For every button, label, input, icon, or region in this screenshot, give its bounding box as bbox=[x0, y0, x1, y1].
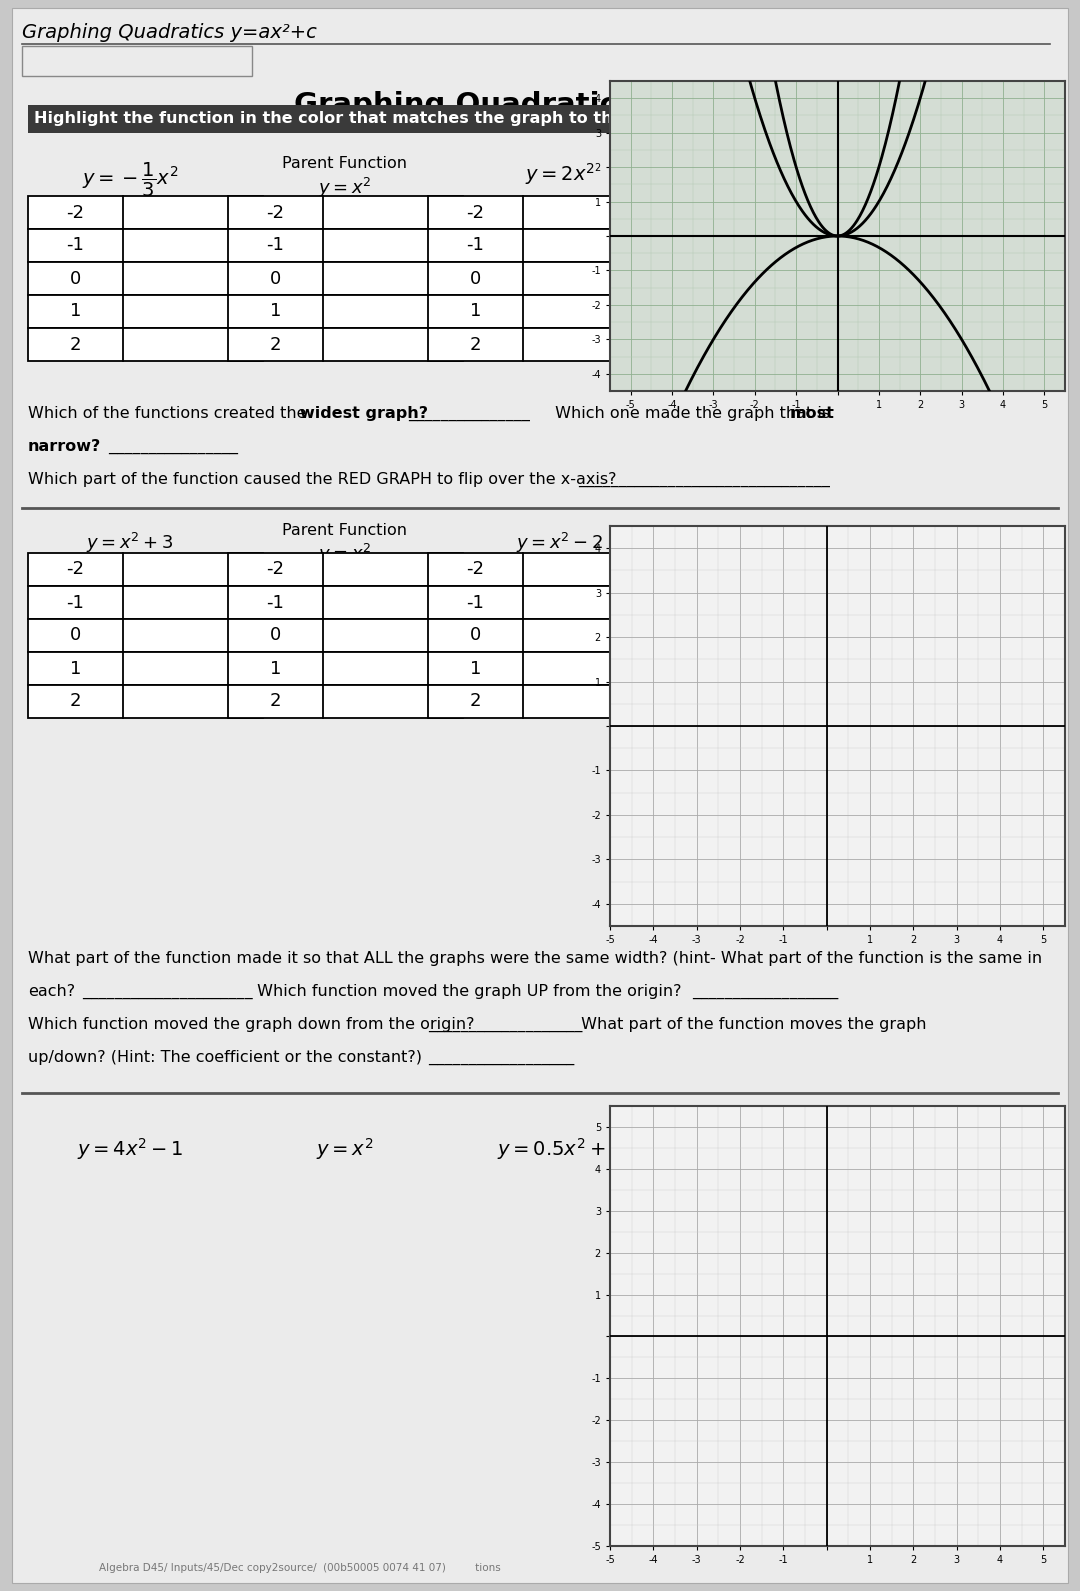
Bar bbox=[28, 294, 264, 328]
Text: Parent Function: Parent Function bbox=[283, 156, 407, 170]
Bar bbox=[22, 46, 252, 76]
Text: 0: 0 bbox=[70, 627, 81, 644]
Text: -1: -1 bbox=[67, 237, 84, 255]
Bar bbox=[228, 294, 463, 328]
Bar bbox=[28, 105, 728, 134]
Bar bbox=[228, 585, 463, 619]
Bar bbox=[28, 263, 264, 294]
Text: $y = x^2$: $y = x^2$ bbox=[319, 177, 372, 200]
Text: 1: 1 bbox=[70, 302, 81, 320]
Text: 1: 1 bbox=[270, 660, 281, 678]
Bar bbox=[28, 619, 264, 652]
Text: 1: 1 bbox=[270, 302, 281, 320]
Text: 2: 2 bbox=[70, 336, 81, 353]
Text: 1: 1 bbox=[470, 302, 482, 320]
Text: -1: -1 bbox=[67, 593, 84, 611]
Text: Which function moved the graph UP from the origin?: Which function moved the graph UP from t… bbox=[252, 983, 681, 999]
Text: __________________: __________________ bbox=[428, 1050, 575, 1064]
Text: 0: 0 bbox=[70, 269, 81, 288]
Text: Highlight the function in the color that matches the graph to the right.: Highlight the function in the color that… bbox=[33, 111, 679, 127]
Text: _______________________________: _______________________________ bbox=[578, 473, 829, 487]
Text: -2: -2 bbox=[267, 560, 284, 579]
Text: 0: 0 bbox=[470, 627, 481, 644]
Text: Which function moved the graph down from the origin?: Which function moved the graph down from… bbox=[28, 1017, 474, 1033]
Text: $y = 2x^2$: $y = 2x^2$ bbox=[525, 161, 595, 186]
Text: -1: -1 bbox=[467, 593, 485, 611]
Bar bbox=[228, 686, 463, 718]
Text: ___________________: ___________________ bbox=[428, 1017, 582, 1033]
Bar bbox=[28, 229, 264, 263]
Text: Which of the functions created the: Which of the functions created the bbox=[28, 406, 312, 422]
Text: _______________: _______________ bbox=[408, 406, 530, 422]
Text: 1: 1 bbox=[70, 660, 81, 678]
Text: 0: 0 bbox=[270, 627, 281, 644]
Text: $y = x^2 - 2$: $y = x^2 - 2$ bbox=[516, 531, 604, 555]
Text: -2: -2 bbox=[67, 204, 84, 221]
Text: up/down? (Hint: The coefficient or the constant?): up/down? (Hint: The coefficient or the c… bbox=[28, 1050, 422, 1064]
Bar bbox=[428, 554, 663, 585]
Bar bbox=[428, 585, 663, 619]
Text: What part of the function moves the graph: What part of the function moves the grap… bbox=[576, 1017, 927, 1033]
Text: What part of the function made it so that ALL the graphs were the same width? (h: What part of the function made it so tha… bbox=[28, 951, 1042, 966]
Text: ________________: ________________ bbox=[108, 439, 238, 453]
Bar bbox=[228, 229, 463, 263]
Text: $y = 0.5x^2 + 3$: $y = 0.5x^2 + 3$ bbox=[497, 1136, 623, 1161]
Bar bbox=[228, 652, 463, 686]
Bar bbox=[228, 196, 463, 229]
Text: Graphing Quadratic Functions: Graphing Quadratic Functions bbox=[294, 91, 786, 119]
Text: -2: -2 bbox=[267, 204, 284, 221]
Text: -2: -2 bbox=[67, 560, 84, 579]
Text: 0: 0 bbox=[270, 269, 281, 288]
Text: $y = -\dfrac{1}{3}x^2$: $y = -\dfrac{1}{3}x^2$ bbox=[82, 161, 178, 199]
Text: _____________________: _____________________ bbox=[82, 983, 253, 999]
Text: -1: -1 bbox=[467, 237, 485, 255]
Text: 2: 2 bbox=[270, 336, 281, 353]
Bar bbox=[228, 328, 463, 361]
Text: __________________: __________________ bbox=[692, 983, 838, 999]
Bar bbox=[28, 328, 264, 361]
Bar bbox=[428, 619, 663, 652]
Text: narrow?: narrow? bbox=[28, 439, 102, 453]
Text: $y = 4x^2 - 1$: $y = 4x^2 - 1$ bbox=[77, 1136, 184, 1161]
Text: $y = x^2$: $y = x^2$ bbox=[319, 543, 372, 566]
Text: Which part of the function caused the RED GRAPH to flip over the x-axis?: Which part of the function caused the RE… bbox=[28, 473, 617, 487]
Text: Which one made the graph that is: Which one made the graph that is bbox=[550, 406, 835, 422]
Text: -1: -1 bbox=[267, 237, 284, 255]
Text: 2: 2 bbox=[70, 692, 81, 711]
Bar bbox=[28, 652, 264, 686]
Bar bbox=[428, 196, 663, 229]
Text: most: most bbox=[789, 406, 835, 422]
Text: Algebra D45/ Inputs/45/Dec copy2source/  (00b50005 0074 41 07)         tions: Algebra D45/ Inputs/45/Dec copy2source/ … bbox=[99, 1562, 501, 1573]
Text: -2: -2 bbox=[467, 560, 485, 579]
Bar bbox=[428, 652, 663, 686]
Bar bbox=[428, 686, 663, 718]
Bar bbox=[28, 686, 264, 718]
Text: 2: 2 bbox=[470, 336, 482, 353]
Text: Parent Function: Parent Function bbox=[283, 523, 407, 538]
Bar bbox=[428, 294, 663, 328]
Bar bbox=[228, 554, 463, 585]
Bar bbox=[28, 585, 264, 619]
Bar bbox=[228, 619, 463, 652]
Text: -2: -2 bbox=[467, 204, 485, 221]
Text: 0: 0 bbox=[470, 269, 481, 288]
Text: 2: 2 bbox=[270, 692, 281, 711]
Bar bbox=[428, 229, 663, 263]
Bar bbox=[28, 554, 264, 585]
Text: widest graph?: widest graph? bbox=[300, 406, 428, 422]
Bar bbox=[428, 263, 663, 294]
Bar bbox=[28, 196, 264, 229]
Text: -1: -1 bbox=[267, 593, 284, 611]
Text: $y = x^2 + 3$: $y = x^2 + 3$ bbox=[86, 531, 174, 555]
Text: 1: 1 bbox=[470, 660, 482, 678]
Bar bbox=[428, 328, 663, 361]
Text: $y = x^2$: $y = x^2$ bbox=[316, 1136, 374, 1161]
Text: Graphing Quadratics y=ax²+c: Graphing Quadratics y=ax²+c bbox=[22, 22, 316, 41]
Bar bbox=[228, 263, 463, 294]
Text: each?: each? bbox=[28, 983, 76, 999]
Text: 2: 2 bbox=[470, 692, 482, 711]
